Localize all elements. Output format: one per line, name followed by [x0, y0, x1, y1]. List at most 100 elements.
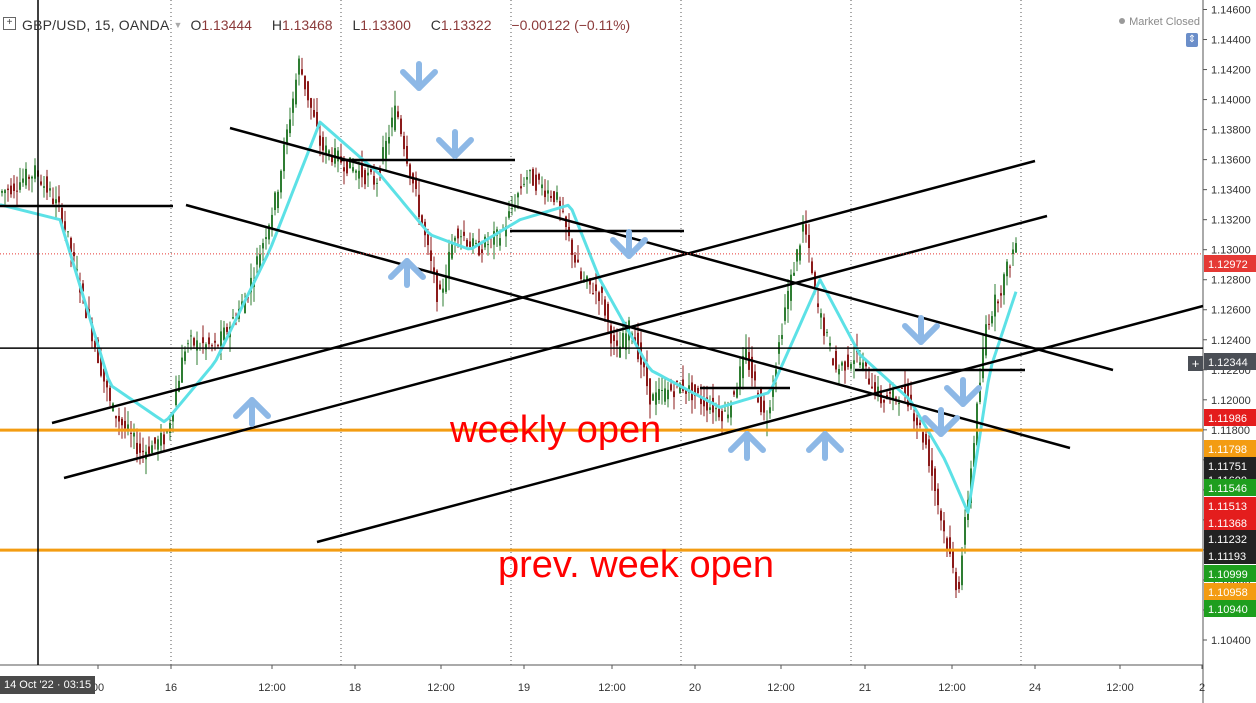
candle-body [427, 234, 429, 246]
candle-body [220, 331, 222, 347]
candle-body [559, 200, 561, 207]
candle-body [415, 177, 417, 189]
candle-body [598, 292, 600, 302]
candle-body [343, 167, 345, 172]
candle-body [280, 170, 282, 193]
candle-body [535, 174, 537, 191]
y-tick-label-4: 1.13800 [1211, 125, 1251, 137]
candle-body [13, 183, 15, 192]
candle-body [391, 117, 393, 128]
candle-body [604, 299, 606, 316]
candle-body [754, 371, 756, 381]
candle-body [772, 385, 774, 397]
candle-body [262, 243, 264, 249]
close-value: 1.13322 [440, 17, 492, 33]
candle-body [955, 571, 957, 591]
candle-body [664, 388, 666, 402]
chevron-down-icon[interactable]: ▼ [173, 20, 183, 30]
candle-body [661, 389, 663, 391]
candle-body [601, 286, 603, 293]
candle-body [85, 303, 87, 319]
market-status-label: Market Closed [1129, 16, 1200, 28]
candle-body [727, 414, 729, 419]
candle-body [997, 301, 999, 304]
candle-body [841, 362, 843, 366]
candle-body [142, 450, 144, 453]
y-tick-label-11: 1.12400 [1211, 335, 1251, 347]
candle-body [877, 386, 879, 395]
candle-body [421, 215, 423, 225]
price-axis-badge-10 [1204, 547, 1256, 564]
x-tick-label-3: 18 [349, 682, 361, 694]
chart-header: GBP/USD, 15, OANDA ▼ O1.13444 H1.13468 L… [0, 0, 638, 50]
price-axis-badge-12 [1204, 583, 1256, 600]
x-tick-label-12: 12:00 [1106, 682, 1134, 694]
candle-body [160, 432, 162, 446]
symbol-label[interactable]: GBP/USD, 15, OANDA [22, 17, 170, 33]
candle-body [439, 284, 441, 290]
candle-body [583, 279, 585, 281]
candle-body [406, 145, 408, 164]
candle-body [364, 170, 366, 185]
candle-body [367, 172, 369, 176]
trendline-0 [229, 126, 1114, 372]
price-axis-badge-0 [1204, 255, 1256, 272]
candle-body [442, 288, 444, 293]
candle-body [799, 245, 801, 261]
y-tick-label-1: 1.14400 [1211, 35, 1251, 47]
price-axis-badge-1 [1204, 353, 1256, 370]
ohlc-values: O1.13444 H1.13468 L1.13300 C1.13322 −0.0… [190, 17, 638, 33]
candle-body [916, 417, 918, 426]
candle-body [988, 323, 990, 325]
candle-body [742, 355, 744, 379]
candle-body [790, 274, 792, 301]
candle-body [226, 327, 228, 332]
price-axis-badge-label-8: 1.11368 [1208, 518, 1247, 530]
scale-toggle-icon[interactable]: ⇕ [1186, 33, 1198, 47]
candle-body [25, 168, 27, 186]
candle-body [958, 581, 960, 590]
candle-body [613, 335, 615, 342]
crosshair-date-label: 14 Oct '22 · 03:15 [0, 676, 96, 694]
candle-body [172, 412, 174, 422]
candle-body [682, 379, 684, 391]
trendline-2 [51, 159, 1036, 425]
price-axis-badge-label-13: 1.10940 [1208, 604, 1248, 616]
candle-body [511, 208, 513, 210]
candle-body [127, 424, 129, 430]
candle-body [1012, 249, 1014, 255]
candle-body [61, 207, 63, 225]
candle-body [463, 231, 465, 236]
candle-body [214, 340, 216, 343]
y-tick-label-0: 1.14600 [1211, 5, 1251, 17]
candle-body [244, 299, 246, 314]
candle-body [331, 154, 333, 163]
candle-body [481, 249, 483, 254]
candle-body [505, 226, 507, 237]
candle-body [40, 181, 42, 185]
candle-body [445, 276, 447, 292]
price-axis-badge-label-0: 1.12972 [1208, 259, 1248, 271]
y-tick-label-10: 1.12600 [1211, 305, 1251, 317]
candle-body [268, 225, 270, 240]
candle-body [193, 338, 195, 346]
candle-body [169, 422, 171, 433]
candle-body [589, 278, 591, 285]
candle-body [547, 190, 549, 194]
candle-body [52, 198, 54, 204]
candle-body [472, 238, 474, 248]
y-tick-label-6: 1.13400 [1211, 185, 1251, 197]
candle-body [310, 98, 312, 108]
plus-icon[interactable]: + [1188, 356, 1203, 371]
candle-body [811, 261, 813, 274]
candle-body [607, 303, 609, 321]
candle-body [943, 520, 945, 532]
candle-body [532, 169, 534, 186]
candle-body [859, 362, 861, 366]
price-axis-badge-label-10: 1.11193 [1208, 551, 1246, 563]
x-tick-label-6: 12:00 [598, 682, 626, 694]
candle-body [655, 392, 657, 405]
candle-body [385, 140, 387, 159]
crosshair-box-icon[interactable]: + [3, 17, 16, 30]
